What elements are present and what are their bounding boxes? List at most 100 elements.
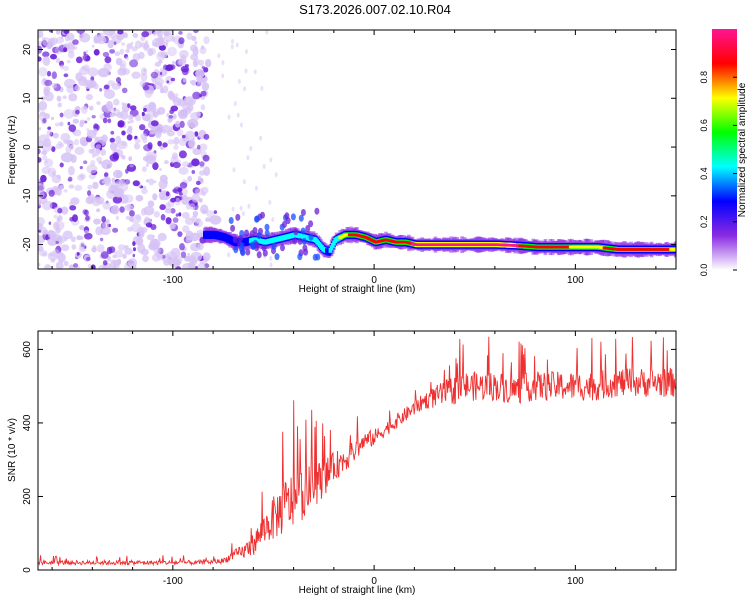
noise-speckle	[131, 223, 142, 233]
noise-speckle	[135, 194, 144, 202]
noise-speckle	[84, 120, 88, 124]
colorbar-ticks: 0.0 0.2 0.4 0.6 0.8	[699, 71, 737, 276]
noise-speckle	[69, 144, 74, 151]
noise-speckle	[182, 225, 190, 233]
noise-speckle	[142, 156, 150, 162]
noise-speckle	[102, 221, 110, 230]
noise-speckle	[152, 193, 158, 201]
noise-speckle	[121, 141, 127, 147]
noise-speckle	[39, 30, 44, 33]
noise-speckle	[137, 243, 146, 254]
noise-speckle	[159, 84, 164, 90]
noise-speckle	[162, 142, 168, 148]
spectrogram-xlabel: Height of straight line (km)	[299, 284, 416, 295]
noise-speckle	[42, 56, 51, 66]
noise-speckle	[172, 61, 175, 65]
noise-speckle	[96, 244, 105, 253]
noise-speckle	[102, 30, 116, 36]
noise-speckle	[158, 179, 168, 190]
chart-title: S173.2026.007.02.10.R04	[299, 2, 451, 17]
noise-speckle	[68, 93, 78, 102]
noise-speckle	[132, 253, 136, 258]
noise-speckle	[181, 188, 188, 196]
noise-speckle	[157, 140, 162, 147]
noise-speckle	[38, 127, 42, 131]
noise-speckle	[133, 142, 141, 150]
noise-speckle	[71, 244, 77, 250]
noise-speckle	[42, 118, 47, 124]
snr-axes: -100 0 100 0 200 400 600	[22, 331, 676, 587]
noise-speckle	[87, 67, 99, 77]
noise-speckle	[116, 179, 123, 187]
noise-speckle	[182, 194, 187, 200]
noise-speckle	[203, 166, 211, 176]
noise-speckle	[52, 249, 60, 259]
noise-speckle	[83, 160, 88, 164]
noise-speckle	[103, 84, 110, 90]
ridge-blob	[305, 225, 311, 232]
noise-speckle	[69, 201, 73, 207]
noise-speckle	[180, 251, 187, 259]
ridge-blob	[261, 244, 267, 252]
spectrogram-xtick-label: 100	[567, 275, 584, 286]
noise-speckle	[147, 48, 154, 57]
noise-speckle	[126, 43, 133, 50]
ridge-blob	[298, 214, 304, 222]
noise-speckle	[117, 120, 125, 128]
noise-speckle	[205, 58, 212, 68]
noise-speckle	[144, 40, 149, 44]
noise-speckle	[178, 212, 182, 217]
noise-speckle	[142, 255, 149, 263]
noise-speckle	[170, 77, 176, 82]
snr-xtick-label: 0	[371, 576, 377, 587]
noise-speckle	[90, 160, 96, 167]
ridge-blob	[256, 232, 262, 240]
ridge-blob	[300, 209, 306, 216]
spectrogram-xtick-label: 0	[371, 275, 377, 286]
noise-speckle	[185, 130, 196, 141]
noise-speckle	[72, 129, 82, 137]
noise-speckle	[99, 237, 104, 242]
noise-speckle	[128, 216, 134, 222]
noise-speckle	[56, 95, 62, 102]
noise-speckle	[88, 148, 95, 154]
noise-speckle	[38, 183, 46, 192]
noise-speckle	[80, 174, 84, 178]
noise-speckle	[157, 36, 165, 46]
noise-speckle	[175, 213, 179, 217]
noise-speckle	[185, 230, 194, 241]
noise-speckle	[86, 129, 97, 139]
snr-ytick-label: 400	[22, 414, 33, 431]
snr-xlabel: Height of straight line (km)	[299, 585, 416, 596]
noise-speckle	[57, 141, 63, 146]
noise-speckle	[271, 217, 275, 222]
ridge-blob	[274, 253, 280, 261]
noise-speckle	[165, 217, 172, 225]
noise-speckle	[52, 132, 59, 139]
noise-speckle	[153, 246, 161, 256]
noise-speckle	[55, 261, 64, 269]
noise-speckle	[180, 65, 190, 73]
noise-speckle	[200, 90, 207, 97]
noise-speckle	[119, 206, 125, 213]
noise-speckle	[100, 226, 111, 236]
noise-speckle	[231, 38, 234, 44]
noise-speckle	[70, 236, 76, 243]
noise-speckle	[178, 37, 185, 45]
noise-speckle	[72, 118, 80, 124]
colorbar-tick-label: 0.8	[699, 71, 709, 84]
noise-speckle	[200, 104, 206, 111]
noise-speckle	[146, 234, 154, 241]
spectrogram-frame	[37, 29, 677, 270]
noise-speckle	[170, 247, 181, 258]
noise-speckle	[141, 111, 145, 117]
noise-speckle	[195, 68, 205, 79]
noise-speckle	[140, 67, 148, 76]
noise-speckle	[125, 56, 129, 61]
noise-speckle	[262, 164, 266, 169]
noise-speckle	[178, 150, 187, 159]
noise-speckle	[187, 252, 190, 257]
noise-speckle	[109, 137, 116, 143]
noise-speckle	[107, 40, 114, 49]
